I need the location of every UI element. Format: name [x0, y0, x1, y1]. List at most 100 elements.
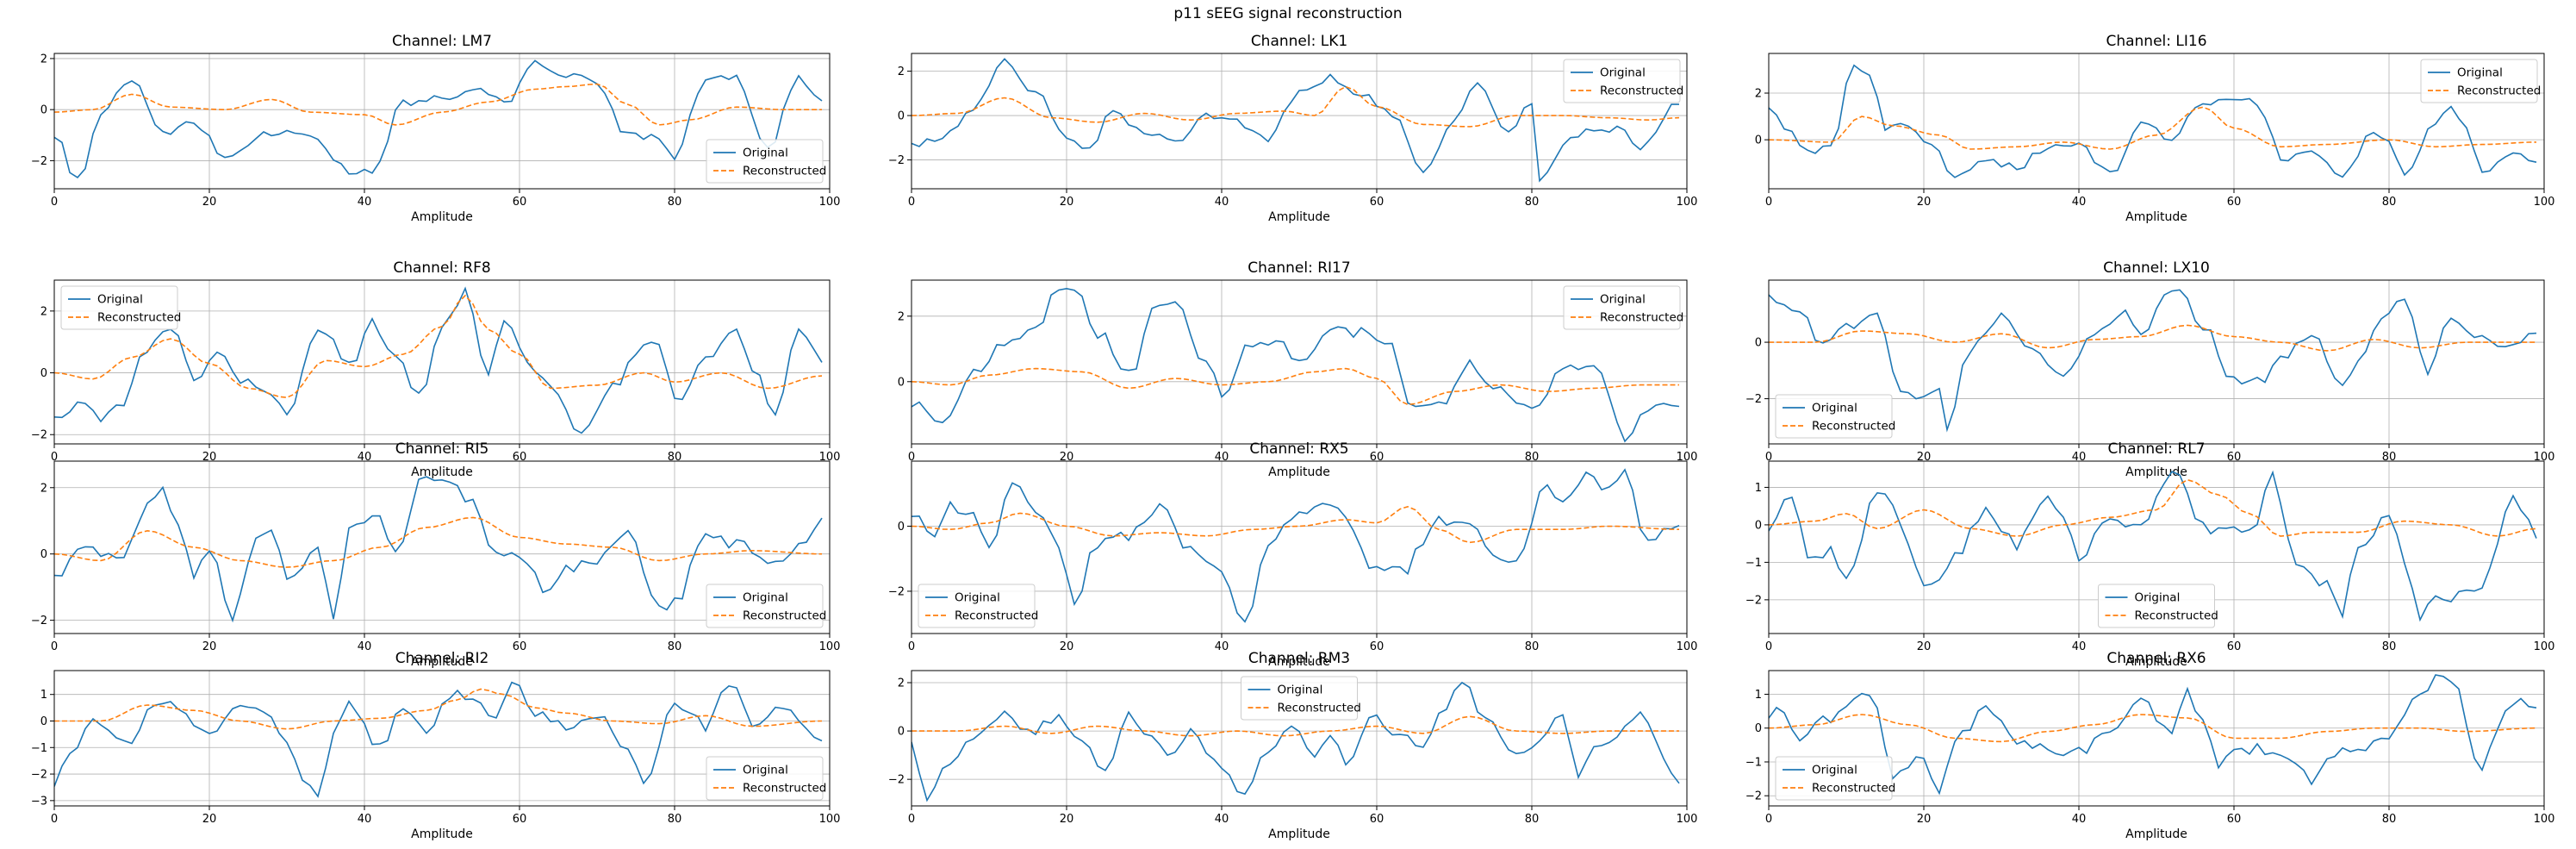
- legend-entry: Original: [743, 591, 788, 605]
- y-tick-label: 1: [1755, 482, 1762, 495]
- x-tick-label: 40: [1215, 640, 1229, 653]
- legend-box: [1775, 394, 1893, 439]
- x-tick-label: 20: [1917, 640, 1932, 653]
- series-line-reconstructed: [1769, 714, 2537, 743]
- legend-entry: Original: [1812, 764, 1857, 777]
- x-tick-label: 60: [513, 196, 527, 209]
- subplot-channel-li16: Channel: LI16 0 20 40 60 80 100 0 2 Amplitude Orig…: [1755, 33, 2555, 224]
- y-tick-label: 2: [40, 482, 47, 495]
- x-tick-label: 60: [1370, 451, 1384, 464]
- y-tick-label: −2: [31, 615, 47, 627]
- subplot-title: Channel: LI16: [2106, 33, 2206, 50]
- series-line-reconstructed: [54, 688, 823, 730]
- x-tick-label: 80: [2382, 640, 2397, 653]
- axes-frame: [1768, 53, 2545, 190]
- x-axis-label: Amplitude: [1268, 465, 1330, 479]
- x-tick-label: 60: [513, 813, 527, 826]
- legend: Original Reconstructed: [1241, 676, 1361, 721]
- x-tick-label: 20: [1060, 640, 1074, 653]
- legend-box: [2420, 59, 2538, 103]
- x-tick-label: 100: [2534, 196, 2555, 209]
- subplot-channel-rm3: Channel: RM3 0 20 40 60 80 100 −2 0 2 Amplitude Ori…: [888, 650, 1698, 841]
- legend: Original Reconstructed: [2420, 59, 2541, 103]
- x-tick-label: 0: [1765, 451, 1772, 464]
- y-tick-label: −2: [1745, 393, 1762, 406]
- subplot-title: Channel: RX6: [2106, 650, 2206, 667]
- series-line-reconstructed: [1769, 324, 2536, 352]
- x-tick-label: 20: [1060, 451, 1074, 464]
- legend-entry: Original: [2135, 591, 2181, 605]
- axes-frame: [911, 670, 1688, 807]
- axes-frame: [911, 460, 1688, 634]
- x-axis-label: Amplitude: [2125, 210, 2187, 224]
- series-line-original: [54, 286, 823, 434]
- x-tick-label: 20: [202, 196, 217, 209]
- x-axis-label: Amplitude: [2125, 655, 2187, 669]
- x-tick-label: 80: [1525, 196, 1540, 209]
- legend-entry: Reconstructed: [2457, 84, 2541, 98]
- y-tick-label: 0: [898, 110, 905, 123]
- y-tick-label: 2: [898, 677, 905, 690]
- x-tick-label: 80: [2382, 451, 2397, 464]
- y-tick-label: 2: [1755, 88, 1762, 101]
- x-tick-label: 100: [1677, 640, 1698, 653]
- x-tick-label: 40: [2072, 640, 2087, 653]
- x-tick-label: 20: [1917, 813, 1932, 826]
- axes-frame: [53, 53, 831, 190]
- x-tick-label: 40: [2072, 451, 2087, 464]
- legend-box: [706, 584, 824, 628]
- y-tick-label: 2: [40, 305, 47, 318]
- y-tick-label: 0: [898, 521, 905, 534]
- x-axis-label: Amplitude: [411, 655, 473, 669]
- x-tick-label: 60: [513, 640, 527, 653]
- x-axis-label: Amplitude: [1268, 655, 1330, 669]
- x-tick-label: 100: [819, 640, 841, 653]
- subplot-title: Channel: RI17: [1248, 259, 1350, 277]
- x-tick-label: 80: [2382, 196, 2397, 209]
- legend-box: [1563, 59, 1681, 103]
- x-tick-label: 60: [1370, 640, 1384, 653]
- y-tick-label: 2: [40, 53, 47, 66]
- y-tick-label: 1: [40, 689, 47, 702]
- subplot-channel-rx6: Channel: RX6 0 20 40 60 80 100 −2 −1 0 1 Amplitude O…: [1745, 650, 2555, 841]
- x-tick-label: 100: [819, 451, 841, 464]
- subplot-channel-ri17: Channel: RI17 0 20 40 60 80 100 0 2 Amplitude Orig…: [898, 259, 1698, 479]
- x-tick-label: 0: [908, 196, 915, 209]
- y-tick-label: −2: [1745, 790, 1762, 803]
- x-axis-label: Amplitude: [2125, 827, 2187, 841]
- x-tick-label: 40: [358, 196, 372, 209]
- axes-frame: [911, 53, 1688, 190]
- y-tick-label: 0: [1755, 337, 1762, 350]
- x-tick-label: 100: [819, 196, 841, 209]
- x-tick-label: 0: [908, 451, 915, 464]
- series-line-original: [54, 476, 823, 623]
- y-tick-label: −1: [31, 742, 47, 755]
- series-line-reconstructed: [912, 715, 1679, 737]
- x-tick-label: 20: [202, 640, 217, 653]
- y-tick-label: −2: [31, 769, 47, 782]
- legend: Original Reconstructed: [1775, 756, 1895, 801]
- legend-entry: Original: [1278, 684, 1323, 697]
- x-tick-label: 100: [2534, 813, 2555, 826]
- x-tick-label: 60: [513, 451, 527, 464]
- y-tick-label: −2: [31, 429, 47, 442]
- axes-frame: [1768, 279, 2545, 445]
- series-line-reconstructed: [912, 367, 1679, 406]
- legend: Original Reconstructed: [1563, 59, 1683, 103]
- subplot-channel-lk1: Channel: LK1 0 20 40 60 80 100 −2 0 2 Amplitude Ori…: [888, 33, 1698, 224]
- subplot-title: Channel: RM3: [1248, 650, 1350, 667]
- legend-box: [1775, 756, 1893, 801]
- subplot-title: Channel: RL7: [2107, 440, 2205, 458]
- x-tick-label: 80: [2382, 813, 2397, 826]
- x-tick-label: 60: [2227, 196, 2242, 209]
- legend-entry: Reconstructed: [955, 609, 1038, 623]
- axes-frame: [1768, 460, 2545, 634]
- legend: Original Reconstructed: [60, 285, 181, 330]
- x-tick-label: 100: [819, 813, 841, 826]
- y-tick-label: 0: [40, 367, 47, 380]
- x-tick-label: 100: [2534, 451, 2555, 464]
- x-tick-label: 0: [908, 640, 915, 653]
- x-tick-label: 40: [2072, 813, 2087, 826]
- subplot-title: Channel: RI2: [395, 650, 489, 667]
- legend-box: [2098, 584, 2215, 628]
